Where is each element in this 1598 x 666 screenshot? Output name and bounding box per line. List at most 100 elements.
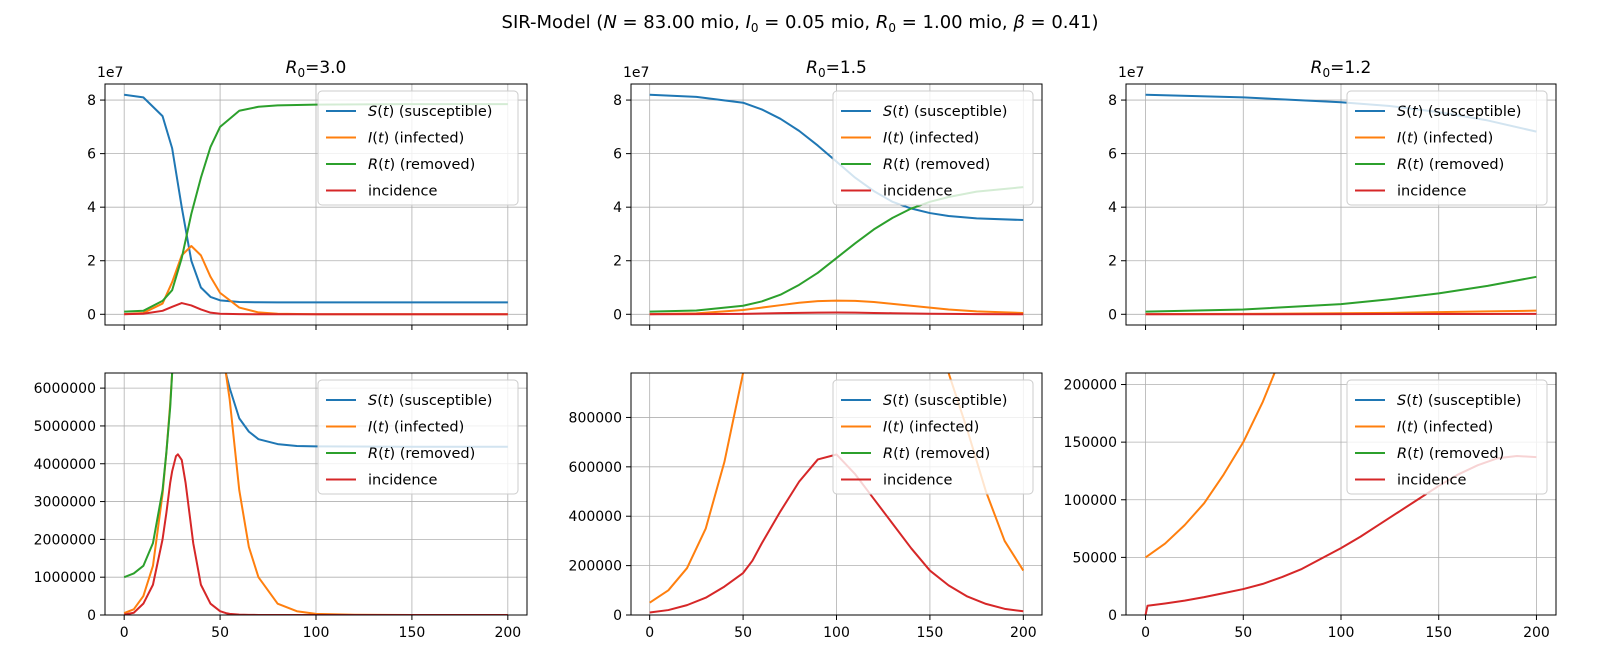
legend-label: incidence bbox=[368, 184, 438, 200]
y-tick-label: 1000000 bbox=[34, 570, 96, 586]
legend-item: R(t) (removed) bbox=[841, 157, 990, 173]
legend-item: incidence bbox=[326, 473, 438, 489]
x-tick-label: 0 bbox=[1141, 625, 1150, 641]
subplot-6: 0 50 100 150 200 0 50000 100000 150000 200000 S(t)… bbox=[1064, 372, 1557, 641]
y-tick-label: 6 bbox=[613, 147, 622, 163]
legend-label: R(t) (removed) bbox=[1397, 157, 1504, 173]
legend: S(t) (susceptible) I(t) (infected) R(t) (r… bbox=[832, 90, 1034, 206]
legend-label: S(t) (susceptible) bbox=[1397, 104, 1521, 120]
x-tick-label: 100 bbox=[823, 625, 850, 641]
series-line-R bbox=[124, 103, 508, 313]
y-tick-label: 150000 bbox=[1064, 435, 1117, 451]
y-tick-label: 4 bbox=[87, 200, 96, 216]
legend-item: S(t) (susceptible) bbox=[326, 104, 492, 120]
y-tick-label: 6000000 bbox=[34, 381, 96, 397]
y-tick-label: 0 bbox=[613, 307, 622, 323]
legend-label: S(t) (susceptible) bbox=[368, 393, 492, 409]
x-tick-label: 50 bbox=[211, 625, 229, 641]
y-tick-label: 5000000 bbox=[34, 419, 96, 435]
legend-label: incidence bbox=[883, 184, 953, 200]
x-tick-label: 200 bbox=[494, 625, 521, 641]
figure-title: SIR-Model (N = 83.00 mio, I0 = 0.05 mio,… bbox=[502, 12, 1099, 35]
y-tick-label: 8 bbox=[1108, 93, 1117, 109]
y-tick-label: 4 bbox=[613, 200, 622, 216]
legend-item: R(t) (removed) bbox=[1355, 157, 1504, 173]
legend-item: incidence bbox=[841, 184, 953, 200]
legend-box bbox=[832, 379, 1034, 495]
y-tick-label: 0 bbox=[87, 608, 96, 624]
series-line-R bbox=[123, 373, 174, 579]
series-line-I bbox=[649, 299, 1024, 316]
legend-label: I(t) (infected) bbox=[1397, 420, 1493, 436]
legend-label: R(t) (removed) bbox=[1397, 446, 1504, 462]
legend-item: incidence bbox=[326, 184, 438, 200]
legend-item: S(t) (susceptible) bbox=[1355, 393, 1521, 409]
x-tick-label: 100 bbox=[303, 625, 330, 641]
y-tick-label: 2000000 bbox=[34, 532, 96, 548]
x-tick-label: 100 bbox=[1328, 625, 1355, 641]
y-tick-label: 800000 bbox=[569, 410, 622, 426]
y-tick-label: 8 bbox=[87, 93, 96, 109]
subplot-5: 0 50 100 150 200 0 200000 400000 600000 800000 S(t… bbox=[569, 372, 1043, 641]
legend-item: R(t) (removed) bbox=[841, 446, 990, 462]
legend: S(t) (susceptible) I(t) (infected) R(t) (r… bbox=[317, 90, 519, 206]
x-tick-label: 0 bbox=[645, 625, 654, 641]
series-line-incidence bbox=[123, 453, 508, 615]
x-tick-label: 200 bbox=[1523, 625, 1550, 641]
y-tick-label: 200000 bbox=[1064, 378, 1117, 394]
subplot-4: 0 50 100 150 200 0 1000000 2000000 3000000 400000… bbox=[34, 372, 528, 641]
legend-item: I(t) (infected) bbox=[841, 131, 979, 147]
series-line-S bbox=[124, 93, 508, 304]
legend-box bbox=[317, 379, 519, 495]
legend-item: R(t) (removed) bbox=[326, 157, 475, 173]
x-tick-label: 200 bbox=[1010, 625, 1037, 641]
subplot-title: R0=3.0 bbox=[286, 58, 347, 80]
y-tick-label: 400000 bbox=[569, 509, 622, 525]
legend-label: I(t) (infected) bbox=[368, 131, 464, 147]
legend-item: incidence bbox=[1355, 473, 1467, 489]
y-tick-label: 2 bbox=[613, 254, 622, 270]
legend-item: I(t) (infected) bbox=[326, 420, 464, 436]
y-tick-label: 4 bbox=[1108, 200, 1117, 216]
legend-label: S(t) (susceptible) bbox=[883, 104, 1007, 120]
series-line-incidence bbox=[649, 311, 1024, 316]
legend-box bbox=[832, 90, 1034, 206]
legend-box bbox=[317, 90, 519, 206]
legend-label: S(t) (susceptible) bbox=[883, 393, 1007, 409]
x-tick-label: 150 bbox=[917, 625, 944, 641]
legend-item: incidence bbox=[1355, 184, 1467, 200]
y-tick-label: 6 bbox=[1108, 147, 1117, 163]
legend-label: R(t) (removed) bbox=[883, 157, 990, 173]
y-tick-label: 0 bbox=[613, 608, 622, 624]
y-tick-label: 6 bbox=[87, 147, 96, 163]
legend-box bbox=[1346, 379, 1548, 495]
legend-label: incidence bbox=[368, 473, 438, 489]
legend-label: I(t) (infected) bbox=[1397, 131, 1493, 147]
legend-item: S(t) (susceptible) bbox=[326, 393, 492, 409]
series-line-R bbox=[1145, 275, 1537, 313]
legend-item: S(t) (susceptible) bbox=[841, 104, 1007, 120]
y-tick-label: 600000 bbox=[569, 460, 622, 476]
y-tick-label: 0 bbox=[1108, 608, 1117, 624]
y-tick-label: 0 bbox=[1108, 307, 1117, 323]
legend-label: S(t) (susceptible) bbox=[1397, 393, 1521, 409]
legend: S(t) (susceptible) I(t) (infected) R(t) (r… bbox=[1346, 90, 1548, 206]
legend-label: I(t) (infected) bbox=[883, 420, 979, 436]
legend-item: I(t) (infected) bbox=[1355, 420, 1493, 436]
x-tick-label: 50 bbox=[734, 625, 752, 641]
legend-item: S(t) (susceptible) bbox=[1355, 104, 1521, 120]
y-tick-label: 0 bbox=[87, 307, 96, 323]
offset-text: 1e7 bbox=[97, 65, 123, 81]
legend-label: I(t) (infected) bbox=[883, 131, 979, 147]
legend-item: I(t) (infected) bbox=[326, 131, 464, 147]
y-tick-label: 200000 bbox=[569, 559, 622, 575]
legend-label: incidence bbox=[883, 473, 953, 489]
offset-text: 1e7 bbox=[623, 65, 649, 81]
y-tick-label: 50000 bbox=[1072, 550, 1117, 566]
legend-label: R(t) (removed) bbox=[883, 446, 990, 462]
legend: S(t) (susceptible) I(t) (infected) R(t) (r… bbox=[832, 379, 1034, 495]
